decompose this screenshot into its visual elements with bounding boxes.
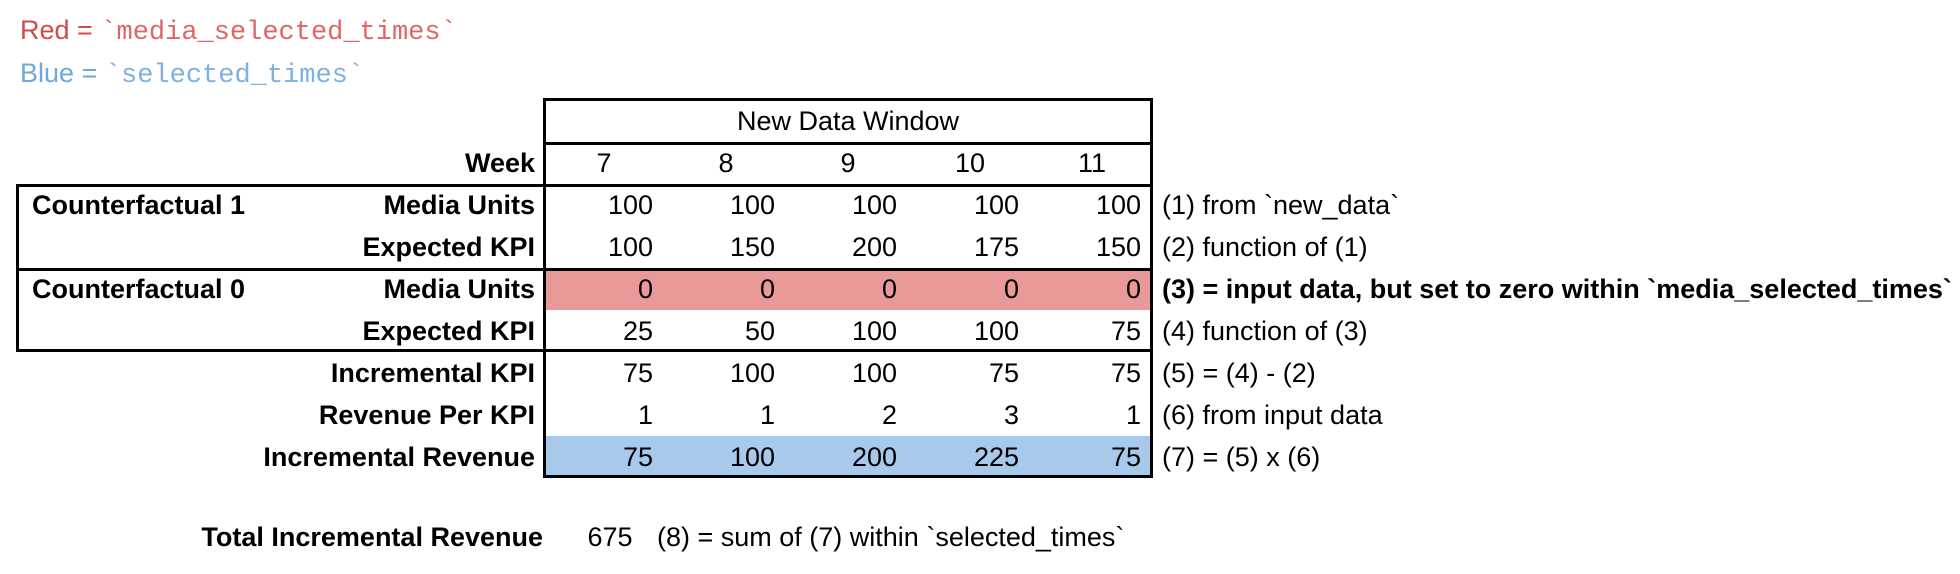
cell: 100 <box>973 316 1019 346</box>
row-label: Incremental KPI <box>330 358 535 388</box>
cell: 100 <box>729 190 775 220</box>
annotation-3: (3) = input data, but set to zero within… <box>1162 274 1952 304</box>
week-col: 9 <box>840 148 856 178</box>
annotation-4: (4) function of (3) <box>1162 316 1368 346</box>
week-col: 11 <box>1077 148 1107 178</box>
legend-blue-equals: = <box>74 58 105 88</box>
header-divider <box>543 142 1153 145</box>
cell: 100 <box>729 358 775 388</box>
table-row: 100 150 200 175 150 <box>543 226 1153 268</box>
cell: 150 <box>1095 232 1141 262</box>
cell: 75 <box>622 442 653 472</box>
legend-blue-line: Blue = `selected_times` <box>20 53 457 96</box>
cell: 200 <box>851 232 897 262</box>
table-left-border <box>543 98 546 478</box>
annotation-2: (2) function of (1) <box>1162 232 1368 262</box>
cell: 0 <box>759 274 775 304</box>
total-incremental-revenue-value: 675 <box>587 522 633 552</box>
cell: 100 <box>851 316 897 346</box>
annotation-5: (5) = (4) - (2) <box>1162 358 1316 388</box>
total-incremental-revenue-label: Total Incremental Revenue <box>201 522 543 552</box>
row-label: Expected KPI <box>362 316 535 346</box>
table-right-border <box>1150 98 1153 478</box>
table-row-red: 0 0 0 0 0 <box>543 268 1153 310</box>
week-divider <box>16 184 1153 187</box>
cell: 75 <box>1110 442 1141 472</box>
row-label: Media Units <box>383 274 535 304</box>
week-col: 7 <box>596 148 612 178</box>
week-number-row: 7 8 9 10 11 <box>543 142 1153 184</box>
cell: 75 <box>988 358 1019 388</box>
cell: 0 <box>881 274 897 304</box>
legend-blue-label: Blue <box>20 58 75 88</box>
cell: 1 <box>759 400 775 430</box>
cell: 75 <box>622 358 653 388</box>
cell: 175 <box>973 232 1019 262</box>
row-label: Expected KPI <box>362 232 535 262</box>
red-highlight-row-fill <box>546 268 1150 310</box>
cell: 100 <box>973 190 1019 220</box>
counterfactual-divider <box>16 268 1153 271</box>
annotation-8: (8) = sum of (7) within `selected_times` <box>657 522 1125 552</box>
cell: 150 <box>729 232 775 262</box>
cell: 2 <box>881 400 897 430</box>
cell: 1 <box>1125 400 1141 430</box>
group-label-counterfactual-1: Counterfactual 1 <box>32 190 246 220</box>
annotation-1: (1) from `new_data` <box>1162 190 1400 220</box>
cell: 0 <box>1125 274 1141 304</box>
table-top-border <box>543 98 1153 101</box>
legend-red-code: `media_selected_times` <box>100 18 457 48</box>
table-row: 1 1 2 3 1 <box>543 394 1153 436</box>
row-label: Media Units <box>383 190 535 220</box>
legend: Red = `media_selected_times` Blue = `sel… <box>20 10 457 96</box>
table-row: 25 50 100 100 75 <box>543 310 1153 352</box>
cell: 0 <box>1003 274 1019 304</box>
cell: 50 <box>744 316 775 346</box>
cell: 0 <box>637 274 653 304</box>
row-label: Revenue Per KPI <box>318 400 535 430</box>
cell: 1 <box>637 400 653 430</box>
cell: 100 <box>729 442 775 472</box>
counterfactual0-bottom-border <box>16 349 1153 352</box>
table-row: 100 100 100 100 100 <box>543 184 1153 226</box>
cell: 100 <box>607 190 653 220</box>
cell: 3 <box>1003 400 1019 430</box>
cell: 75 <box>1110 316 1141 346</box>
legend-red-label: Red <box>20 15 70 45</box>
cell: 100 <box>1095 190 1141 220</box>
group-label-counterfactual-0: Counterfactual 0 <box>32 274 246 304</box>
annotation-6: (6) from input data <box>1162 400 1383 430</box>
cell: 100 <box>851 190 897 220</box>
week-row-label: Week <box>464 148 535 178</box>
group-box-left-border <box>16 184 19 352</box>
cell: 75 <box>1110 358 1141 388</box>
table-row: 75 100 100 75 75 <box>543 352 1153 394</box>
row-label: Incremental Revenue <box>263 442 535 472</box>
cell: 100 <box>851 358 897 388</box>
table-header-title: New Data Window <box>736 106 960 136</box>
week-col: 8 <box>718 148 734 178</box>
week-col: 10 <box>954 148 986 178</box>
legend-blue-code: `selected_times` <box>104 61 365 91</box>
legend-red-equals: = <box>69 15 101 45</box>
cell: 200 <box>851 442 897 472</box>
legend-red-line: Red = `media_selected_times` <box>20 10 457 53</box>
annotation-7: (7) = (5) x (6) <box>1162 442 1321 472</box>
cell: 100 <box>607 232 653 262</box>
cell: 25 <box>622 316 653 346</box>
blue-highlight-row-fill <box>546 436 1150 475</box>
table-bottom-border <box>543 475 1153 478</box>
table-row-blue: 75 100 200 225 75 <box>543 436 1153 478</box>
cell: 225 <box>973 442 1019 472</box>
